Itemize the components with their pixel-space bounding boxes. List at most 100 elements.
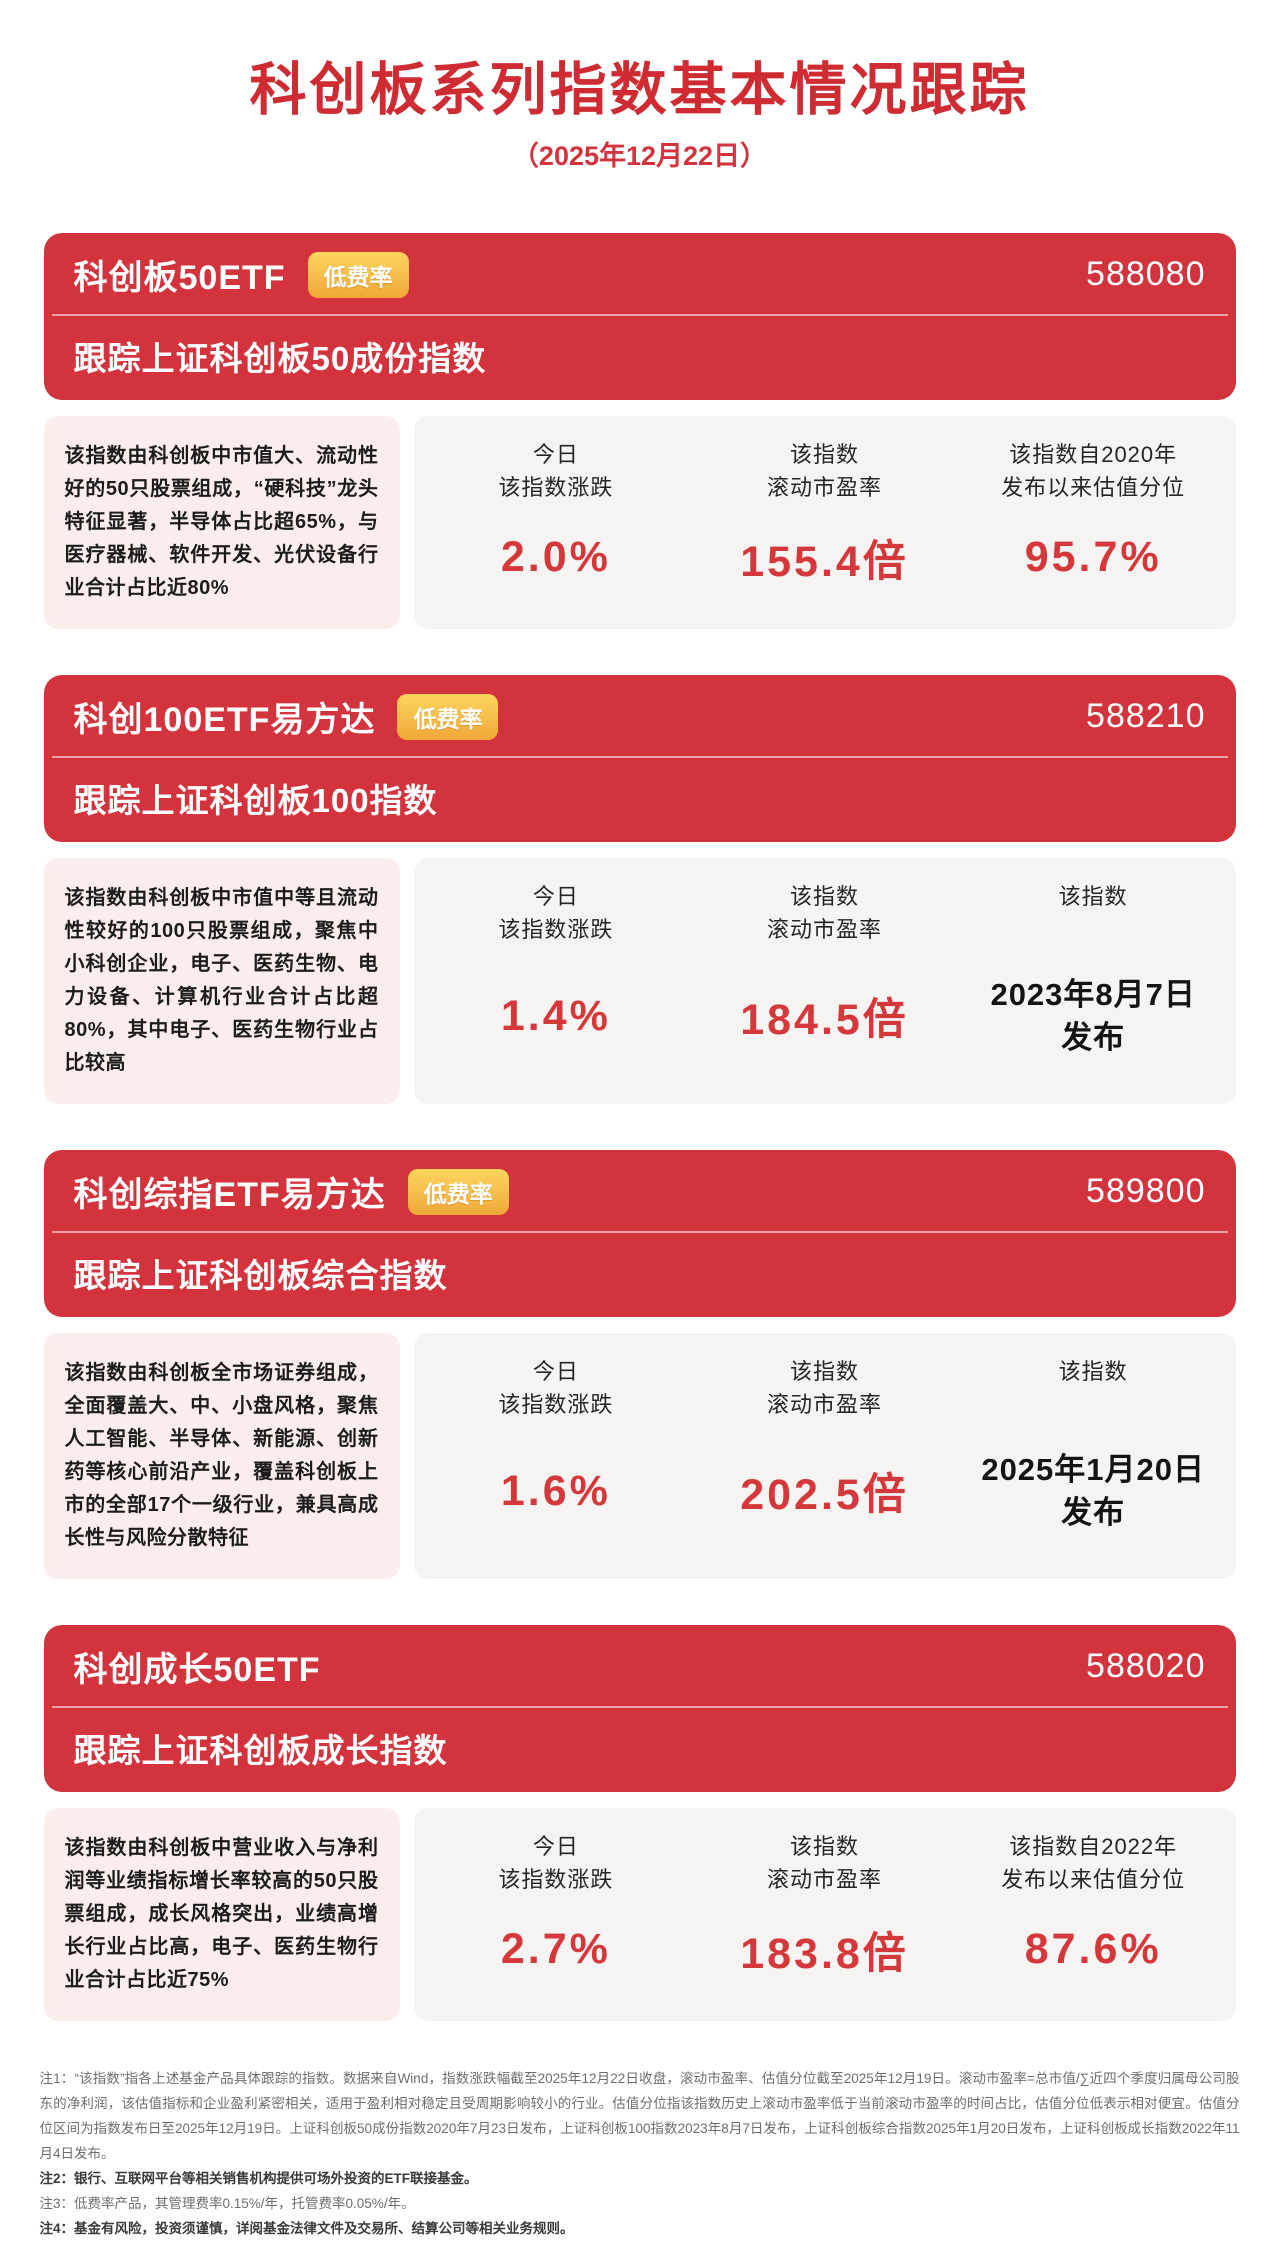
stat-value-wrap: 184.5倍 [690, 946, 959, 1086]
tracking-index-label: 跟踪上证科创板100指数 [73, 782, 438, 819]
etf-code: 589800 [1086, 1172, 1206, 1210]
stat-value-line1: 184.5倍 [740, 996, 909, 1044]
tracking-index-label: 跟踪上证科创板成长指数 [73, 1732, 448, 1769]
stats-panel: 今日 该指数涨跌 2.7% 该指数 滚动市盈率 [413, 1808, 1236, 2021]
stat-label-line1: 今日 [532, 1834, 579, 1859]
stat-label-line2: 该指数涨跌 [498, 1867, 614, 1892]
stat-column-pe-ratio: 该指数 滚动市盈率 202.5倍 [690, 1355, 959, 1561]
footnote-4: 注4：基金有风险，投资须谨慎，详阅基金法律文件及交易所、结算公司等相关业务规则。 [39, 2220, 574, 2236]
stat-column-valuation: 该指数自2022年 发布以来估值分位 87.6% [959, 1830, 1228, 2003]
stat-label: 该指数自2020年 发布以来估值分位 [1001, 438, 1185, 504]
stat-column-pe-ratio: 该指数 滚动市盈率 155.4倍 [690, 438, 959, 611]
stat-value: 1.4% [501, 992, 611, 1041]
footnote-1: 注1：“该指数”指各上述基金产品具体跟踪的指数。数据来自Wind，指数涨跌幅截至… [39, 2071, 1240, 2161]
stat-label-line1: 该指数 [790, 1834, 860, 1859]
stat-value-line1: 202.5倍 [740, 1471, 909, 1519]
stat-label: 今日 该指数涨跌 [498, 1355, 613, 1421]
stat-label-line2: 滚动市盈率 [767, 475, 883, 500]
etf-name: 科创综指ETF易方达 [73, 1176, 386, 1214]
stat-value-line1: 183.8倍 [740, 1929, 909, 1978]
stat-value: 155.4倍 [740, 527, 909, 589]
stat-label-line2: 该指数涨跌 [498, 917, 614, 942]
stat-column-daily-change: 今日 该指数涨跌 1.6% [422, 1355, 691, 1561]
etf-name: 科创100ETF易方达 [73, 701, 376, 739]
header-divider [51, 756, 1228, 758]
stat-column-valuation: 该指数自2020年 发布以来估值分位 95.7% [959, 438, 1228, 611]
low-fee-badge: 低费率 [407, 1168, 509, 1215]
stat-label-line2: 滚动市盈率 [767, 1867, 883, 1892]
etf-cards-list: 科创板50ETF 低费率 588080 跟踪上证科创板50成份指数 该指数由科创… [43, 233, 1236, 2021]
stat-value: 183.8倍 [740, 1919, 909, 1981]
stat-value-line1: 1.6% [500, 1466, 611, 1515]
stat-label-line2: 该指数涨跌 [498, 1392, 614, 1417]
stat-column-release-date: 该指数 2025年1月20日 发布 [959, 1355, 1228, 1561]
index-description: 该指数由科创板中市值大、流动性好的50只股票组成，“硬科技”龙头特征显著，半导体… [43, 416, 400, 629]
page-title: 科创板系列指数基本情况跟踪 [249, 58, 1030, 122]
etf-code: 588020 [1086, 1647, 1206, 1685]
stat-label: 该指数 [1059, 880, 1128, 946]
stat-value-line2: 发布 [1061, 1495, 1126, 1530]
stat-value-wrap: 87.6% [959, 1896, 1228, 2003]
stat-value: 1.6% [501, 1467, 611, 1516]
low-fee-badge: 低费率 [307, 251, 409, 298]
stat-label-line1: 该指数 [790, 1359, 860, 1384]
stats-panel: 今日 该指数涨跌 1.4% 该指数 滚动市盈率 [413, 858, 1236, 1104]
stat-value-wrap: 2023年8月7日 发布 [959, 946, 1228, 1086]
stat-label-line2 [1059, 913, 1128, 946]
stat-label: 该指数 [1059, 1355, 1128, 1421]
stat-value-line1: 2.0% [500, 533, 611, 581]
stat-value: 87.6% [1025, 1925, 1162, 1974]
stat-label-line2 [1059, 1388, 1128, 1421]
index-description: 该指数由科创板中营业收入与净利润等业绩指标增长率较高的50只股票组成，成长风格突… [43, 1808, 400, 2021]
tracking-index-label: 跟踪上证科创板综合指数 [73, 1257, 448, 1294]
stat-value: 95.7% [1025, 533, 1162, 582]
footnote-3: 注3：低费率产品，其管理费率0.15%/年，托管费率0.05%/年。 [39, 2195, 415, 2211]
stat-label-line2: 发布以来估值分位 [1001, 475, 1186, 500]
stat-label-line2: 该指数涨跌 [498, 475, 614, 500]
card-header-row: 科创成长50ETF 低费率 588020 [44, 1625, 1236, 1706]
etf-card-588210: 科创100ETF易方达 低费率 588210 跟踪上证科创板100指数 该指数由… [43, 675, 1236, 1104]
stat-value-wrap: 1.6% [422, 1421, 691, 1561]
etf-card-589800: 科创综指ETF易方达 低费率 589800 跟踪上证科创板综合指数 该指数由科创… [43, 1150, 1236, 1579]
stat-value-line1: 87.6% [1024, 1925, 1162, 1973]
stat-value-wrap: 202.5倍 [690, 1421, 959, 1561]
header-divider [51, 1231, 1228, 1233]
stat-column-pe-ratio: 该指数 滚动市盈率 183.8倍 [690, 1830, 959, 2003]
stat-label: 该指数自2022年 发布以来估值分位 [1001, 1830, 1185, 1896]
tracking-index-label: 跟踪上证科创板50成份指数 [73, 340, 487, 377]
card-body: 该指数由科创板中市值大、流动性好的50只股票组成，“硬科技”龙头特征显著，半导体… [43, 416, 1236, 629]
stat-value-wrap: 155.4倍 [690, 504, 959, 611]
card-header: 科创100ETF易方达 低费率 588210 跟踪上证科创板100指数 [43, 675, 1236, 842]
stat-column-pe-ratio: 该指数 滚动市盈率 184.5倍 [690, 880, 959, 1086]
stat-label-line2: 滚动市盈率 [767, 1392, 883, 1417]
stat-label-line1: 该指数 [1058, 884, 1128, 909]
etf-code: 588080 [1086, 255, 1206, 293]
card-header: 科创综指ETF易方达 低费率 589800 跟踪上证科创板综合指数 [43, 1150, 1236, 1317]
index-description: 该指数由科创板中市值中等且流动性较好的100只股票组成，聚焦中小科创企业，电子、… [43, 858, 400, 1104]
stat-label-line1: 该指数 [790, 442, 860, 467]
card-header-row: 科创综指ETF易方达 低费率 589800 [44, 1150, 1236, 1231]
stats-panel: 今日 该指数涨跌 1.6% 该指数 滚动市盈率 [413, 1333, 1236, 1579]
stat-label: 该指数 滚动市盈率 [767, 438, 882, 504]
stat-value-line1: 2023年8月7日 [990, 976, 1196, 1012]
etf-card-588080: 科创板50ETF 低费率 588080 跟踪上证科创板50成份指数 该指数由科创… [43, 233, 1236, 629]
stat-label-line1: 今日 [532, 1359, 579, 1384]
stat-value-line1: 95.7% [1024, 533, 1162, 581]
stat-label: 今日 该指数涨跌 [498, 1830, 613, 1896]
card-header: 科创成长50ETF 低费率 588020 跟踪上证科创板成长指数 [43, 1625, 1236, 1792]
etf-code: 588210 [1086, 697, 1206, 735]
stat-value-line1: 2.7% [500, 1925, 611, 1973]
stat-label: 该指数 滚动市盈率 [767, 1830, 882, 1896]
etf-card-588020: 科创成长50ETF 低费率 588020 跟踪上证科创板成长指数 该指数由科创板… [43, 1625, 1236, 2021]
card-header-row: 科创板50ETF 低费率 588080 [44, 233, 1236, 314]
card-body: 该指数由科创板中营业收入与净利润等业绩指标增长率较高的50只股票组成，成长风格突… [43, 1808, 1236, 2021]
stat-value: 184.5倍 [740, 985, 909, 1047]
stat-value-wrap: 1.4% [422, 946, 691, 1086]
stat-label-line1: 该指数自2022年 [1009, 1834, 1178, 1859]
stat-label-line1: 该指数 [790, 884, 860, 909]
stats-panel: 今日 该指数涨跌 2.0% 该指数 滚动市盈率 [413, 416, 1236, 629]
stat-label-line1: 该指数 [1058, 1359, 1128, 1384]
page-header: 科创板系列指数基本情况跟踪 （2025年12月22日） [0, 44, 1279, 173]
card-header: 科创板50ETF 低费率 588080 跟踪上证科创板50成份指数 [43, 233, 1236, 400]
footnotes: 注1：“该指数”指各上述基金产品具体跟踪的指数。数据来自Wind，指数涨跌幅截至… [40, 2067, 1240, 2242]
